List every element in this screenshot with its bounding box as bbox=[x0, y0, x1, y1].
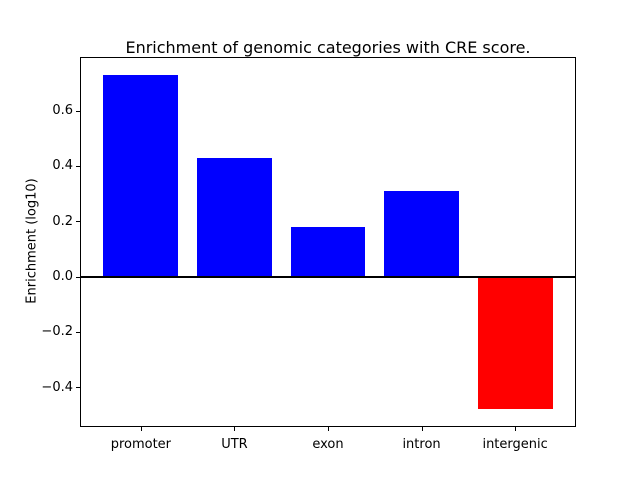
bar-promoter bbox=[103, 74, 179, 277]
x-tick-mark bbox=[421, 427, 423, 431]
y-tick-mark bbox=[76, 387, 80, 389]
y-tick-mark bbox=[76, 110, 80, 112]
y-tick-label: −0.4 bbox=[41, 379, 73, 395]
y-tick-label: 0.6 bbox=[52, 103, 73, 119]
y-tick-mark bbox=[76, 331, 80, 333]
chart-title: Enrichment of genomic categories with CR… bbox=[125, 38, 531, 57]
bar-UTR bbox=[197, 157, 272, 277]
plot-area: 0.6 0.4 0.2 0.0 −0.2 −0.4 promoter UTR exon intro… bbox=[41, 57, 576, 452]
y-tick-mark bbox=[76, 221, 80, 223]
y-tick-mark bbox=[76, 165, 80, 167]
x-tick-mark bbox=[140, 427, 142, 431]
x-tick-label-promoter: promoter bbox=[110, 437, 172, 452]
y-tick-label: 0.2 bbox=[52, 213, 73, 229]
x-tick-mark bbox=[234, 427, 236, 431]
y-tick-mark bbox=[76, 276, 80, 278]
x-tick-label-intergenic: intergenic bbox=[482, 437, 548, 452]
bar-intron bbox=[384, 190, 459, 277]
y-tick-label: −0.2 bbox=[41, 324, 73, 340]
x-tick-label-exon: exon bbox=[312, 437, 344, 452]
bar-exon bbox=[290, 226, 366, 277]
zero-axis-line bbox=[81, 275, 575, 278]
y-tick-label: 0.4 bbox=[52, 158, 73, 174]
y-tick-label: 0.0 bbox=[52, 269, 73, 285]
bar-intergenic bbox=[477, 276, 553, 410]
x-tick-mark bbox=[515, 427, 517, 431]
y-axis-label: Enrichment (log10) bbox=[24, 178, 40, 304]
x-tick-mark bbox=[328, 427, 329, 431]
x-tick-label-UTR: UTR bbox=[221, 437, 248, 452]
x-tick-label-intron: intron bbox=[402, 437, 441, 452]
